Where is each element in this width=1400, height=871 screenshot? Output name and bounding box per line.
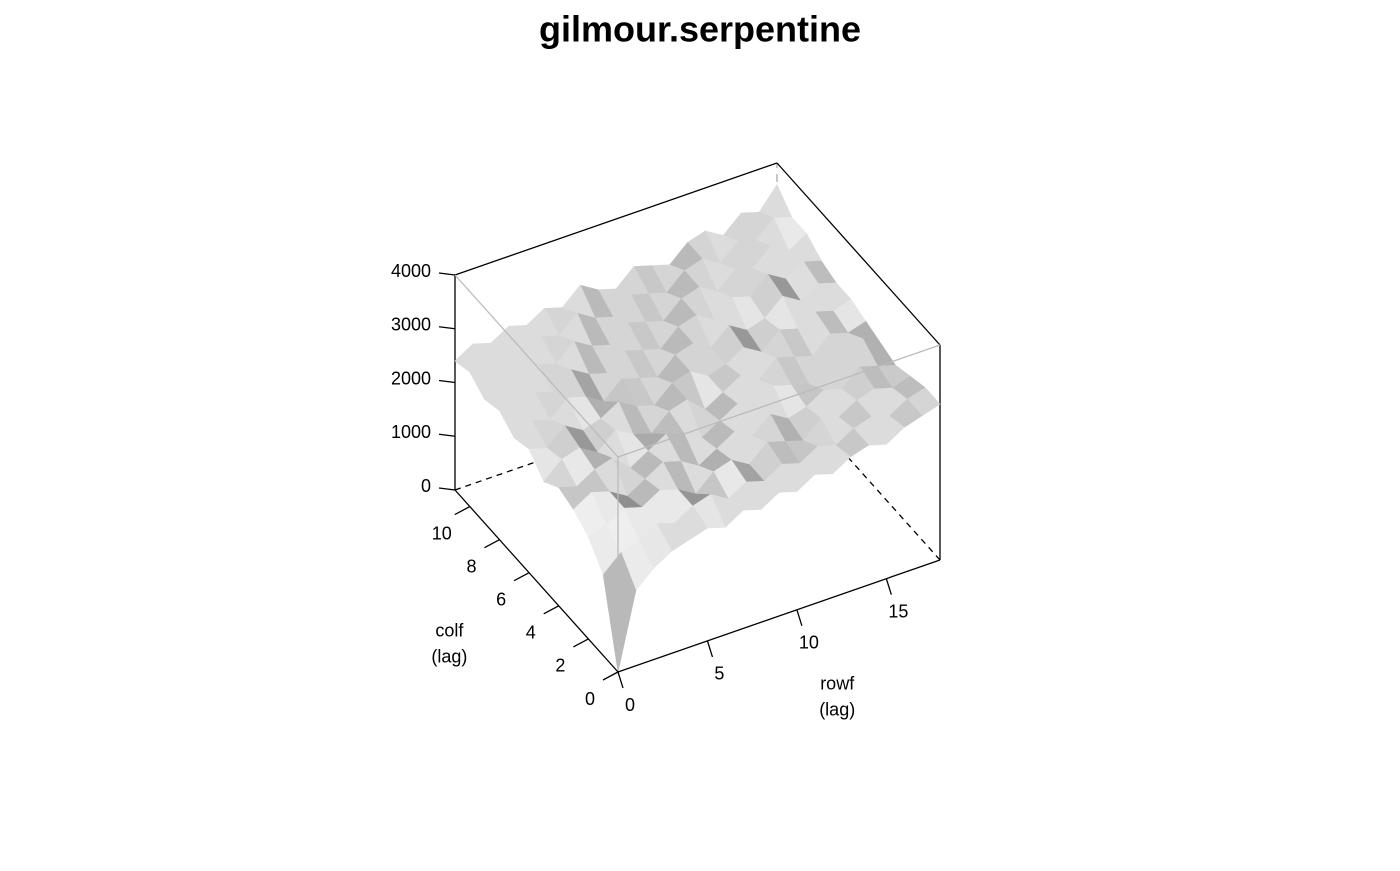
x-tick	[617, 671, 624, 689]
z-tick	[438, 326, 456, 330]
box-edge	[776, 162, 941, 346]
y-tick	[454, 505, 471, 516]
y-tick-label: 2	[555, 656, 565, 676]
y-tick	[573, 638, 589, 648]
y-axis-label: (lag)	[431, 647, 467, 667]
x-tick-label: 15	[888, 601, 908, 621]
y-tick-label: 10	[432, 523, 452, 543]
z-tick-label: 0	[421, 476, 431, 496]
z-tick-label: 1000	[391, 422, 431, 442]
box-edge	[617, 344, 941, 458]
x-axis-label: (lag)	[819, 700, 855, 720]
y-tick	[602, 671, 619, 681]
x-tick-label: 0	[625, 695, 635, 715]
box-edge	[454, 274, 619, 458]
y-tick-label: 4	[526, 623, 536, 643]
y-tick	[543, 605, 560, 615]
x-tick	[885, 578, 892, 595]
x-tick-label: 10	[799, 633, 819, 653]
y-tick	[513, 572, 530, 582]
y-tick-label: 8	[466, 556, 476, 576]
z-tick	[438, 379, 456, 384]
box-edge	[454, 162, 778, 276]
chart-title: gilmour.serpentine	[539, 9, 861, 50]
z-tick	[438, 487, 456, 491]
surface-facet	[758, 183, 793, 219]
y-axis-label: colf	[435, 621, 464, 641]
x-axis-label: rowf	[820, 674, 855, 694]
x-tick	[796, 609, 803, 626]
surface-facet	[602, 551, 637, 673]
z-tick-label: 4000	[391, 261, 431, 281]
axis-line	[454, 489, 619, 673]
z-tick	[438, 272, 456, 276]
x-tick	[706, 640, 714, 658]
y-tick-label: 0	[585, 689, 595, 709]
y-tick-label: 6	[496, 589, 506, 609]
y-tick	[484, 539, 500, 549]
z-tick-label: 3000	[391, 315, 431, 335]
x-tick-label: 5	[714, 664, 724, 684]
z-tick	[438, 433, 456, 437]
z-tick-label: 2000	[391, 368, 431, 388]
